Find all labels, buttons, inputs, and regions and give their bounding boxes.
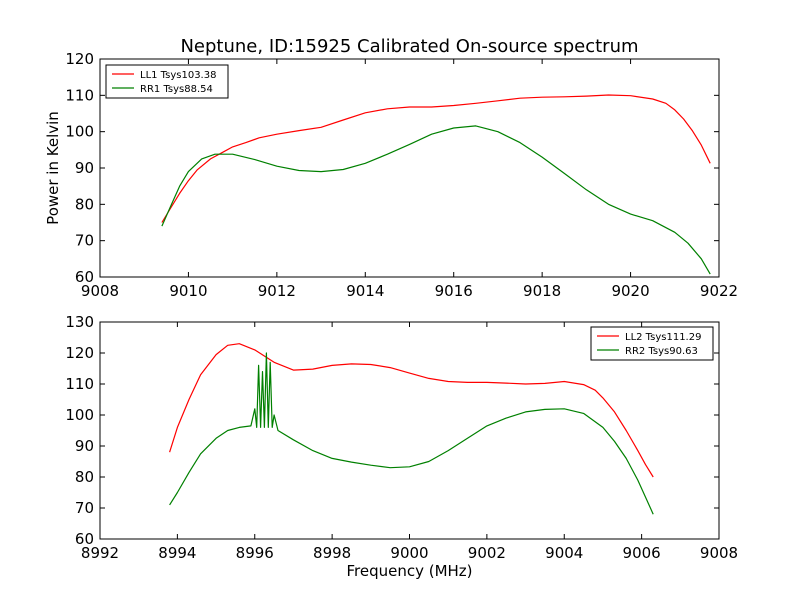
y-tick-label: 130	[65, 313, 94, 331]
x-tick-label: 9008	[700, 544, 738, 562]
x-tick-label: 8992	[81, 544, 119, 562]
series-line-1-1	[161, 94, 711, 223]
legend-entry: RR2 Tsys90.63	[625, 346, 698, 357]
series-line-2-2	[169, 352, 654, 515]
x-tick-label: 9020	[611, 282, 649, 300]
x-axis-label: Frequency (MHz)	[346, 562, 472, 580]
x-tick-label: 9012	[258, 282, 296, 300]
y-tick-label: 120	[65, 344, 94, 362]
series-line-2-1	[169, 343, 654, 478]
top-plot-panel: 9008 9010 9012 9014 9016 9018 9020 9022 60 70 80 90…	[44, 36, 738, 300]
y-tick-label: 90	[75, 437, 94, 455]
x-tick-label: 9000	[390, 544, 428, 562]
y-tick-label: 110	[65, 86, 94, 104]
legend-entry: LL1 Tsys103.38	[140, 70, 216, 81]
y-tick-label: 60	[75, 530, 94, 548]
x-tick-label: 9006	[623, 544, 661, 562]
y-tick-label: 100	[65, 406, 94, 424]
y-tick-label: 70	[75, 499, 94, 517]
x-tick-label: 9008	[81, 282, 119, 300]
series-line-1-2	[161, 125, 711, 275]
y-tick-label: 90	[75, 159, 94, 177]
legend-box	[105, 64, 229, 99]
legend-entry: LL2 Tsys111.29	[625, 332, 701, 343]
y-tick-label: 60	[75, 268, 94, 286]
bottom-plot-panel: 8992 8994 8996 8998 9000 9002 9004 9006 9008 60 70…	[65, 313, 738, 580]
x-tick-label: 9022	[700, 282, 738, 300]
x-tick-label: 9010	[169, 282, 207, 300]
legend-entry: RR1 Tsys88.54	[140, 84, 213, 95]
x-tick-label: 8998	[313, 544, 351, 562]
x-tick-label: 8996	[236, 544, 274, 562]
x-tick-label: 8994	[158, 544, 196, 562]
x-tick-label: 9014	[346, 282, 384, 300]
x-tick-label: 9016	[435, 282, 473, 300]
x-tick-label: 9004	[545, 544, 583, 562]
y-tick-label: 100	[65, 123, 94, 141]
y-axis-label: Power in Kelvin	[44, 111, 62, 225]
x-tick-label: 9018	[523, 282, 561, 300]
y-tick-label: 120	[65, 50, 94, 68]
y-tick-label: 70	[75, 232, 94, 250]
legend-box	[590, 326, 714, 361]
chart-title: Neptune, ID:15925 Calibrated On-source s…	[180, 36, 638, 57]
y-tick-label: 80	[75, 195, 94, 213]
y-tick-label: 110	[65, 375, 94, 393]
y-tick-label: 80	[75, 468, 94, 486]
x-tick-label: 9002	[468, 544, 506, 562]
